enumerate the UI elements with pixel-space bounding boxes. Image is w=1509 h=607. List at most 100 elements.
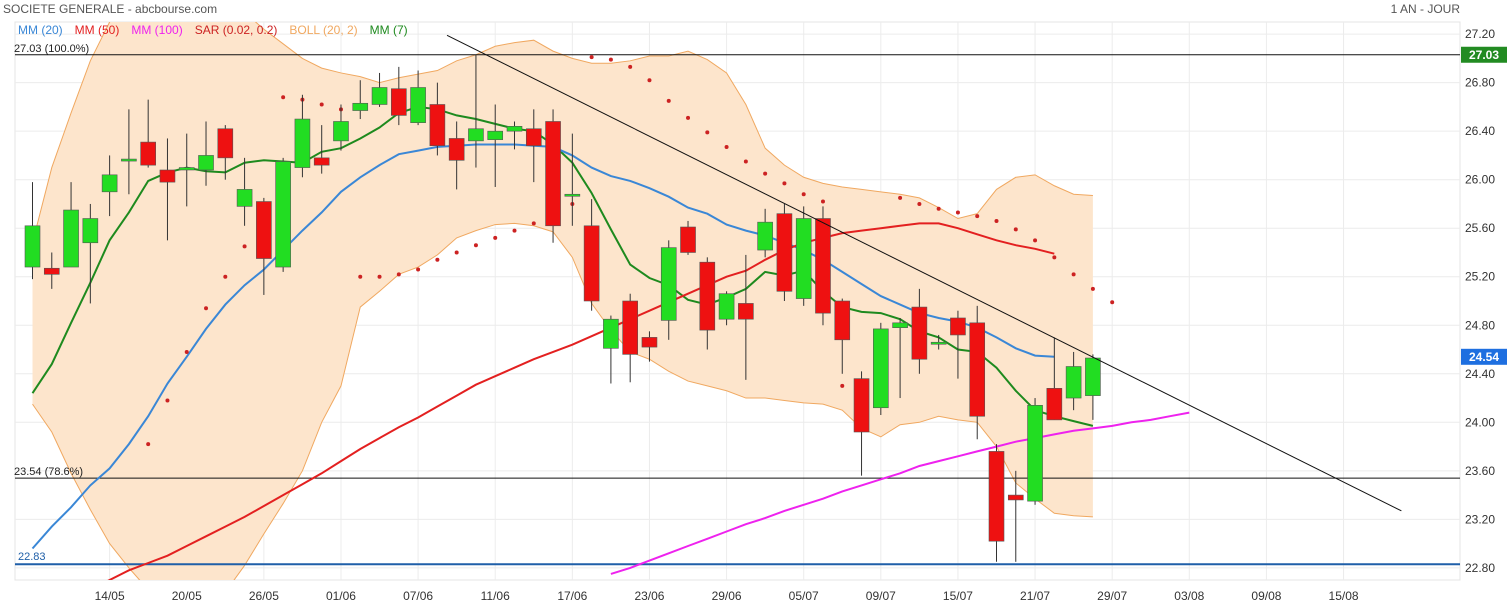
candle-down [776,213,793,292]
candle-up [63,209,79,268]
x-tick-label: 05/07 [789,589,819,603]
x-tick-label: 29/07 [1097,589,1127,603]
candle-down [1046,388,1063,421]
sar-dot [898,195,903,200]
candlesticks [24,54,1101,562]
candle-up [198,155,214,171]
candle-down [448,138,465,161]
sar-dot [647,78,652,83]
x-tick-label: 26/05 [249,589,279,603]
candle-down [853,378,870,433]
sar-dot [1033,238,1038,243]
price-badge [1461,348,1507,365]
x-tick-label: 09/07 [866,589,896,603]
price-badge-label: 24.54 [1469,350,1499,364]
fibonacci-label: 27.03 (100.0%) [14,43,89,55]
period-label[interactable]: 1 AN - JOUR [1391,2,1461,16]
candle-up [178,167,195,171]
candle-up [468,128,484,142]
candle-down [950,317,966,336]
x-tick-label: 23/06 [634,589,664,603]
candle-down [217,128,234,159]
sar-dot [416,267,421,272]
sar-dot [763,171,768,176]
sar-dot [820,199,825,204]
sar-dot [975,214,980,219]
x-tick-label: 11/06 [481,589,510,603]
moving-average-line [610,411,1190,575]
y-tick-label: 26.00 [1465,173,1495,187]
x-tick-label: 07/06 [403,589,433,603]
sar-dot [801,192,806,197]
sar-dot [1071,272,1076,277]
x-tick-label: 03/08 [1174,589,1204,603]
legend-item: SAR (0.02, 0.2) [195,23,278,37]
candle-down [583,225,600,302]
candle-up [101,174,118,193]
sar-dot [686,115,691,120]
chart-title: SOCIETE GENERALE - abcbourse.com [3,2,217,16]
bollinger-band [32,22,1093,580]
candle-up [930,341,947,345]
candle-down [641,337,658,348]
candle-up [294,118,311,168]
sar-dot [936,206,941,211]
legend-item: MM (100) [131,23,182,37]
candle-down [140,141,156,166]
candle-up [506,126,523,132]
sar-dot [1110,300,1115,305]
candle-down [834,300,851,341]
candle-up [718,293,735,320]
x-tick-label: 01/06 [326,589,356,603]
sar-dot [512,228,517,233]
x-tick-label: 15/07 [943,589,973,603]
sar-dot [608,57,613,62]
resistance-trendline [446,34,1402,512]
fibonacci-label: 23.54 (78.6%) [14,466,83,478]
trendline [446,34,1402,512]
candle-up [121,158,137,162]
candle-down [699,261,716,331]
candle-up [1065,366,1082,399]
candle-down [525,128,542,147]
support-label: 22.83 [18,551,46,563]
sar-dot [628,64,633,69]
candle-down [256,201,272,259]
candle-down [1007,494,1024,501]
candle-up [757,221,773,251]
sar-dot [396,272,401,277]
candle-down [969,322,986,417]
y-tick-label: 27.20 [1465,27,1495,41]
sar-dot [165,398,170,403]
candle-down [429,104,446,147]
sar-dot [454,250,459,255]
candle-up [873,328,889,409]
candle-up [236,189,253,207]
legend-item: MM (50) [75,23,120,37]
sar-dot [223,274,228,279]
candle-down [988,451,1005,542]
sar-dot [184,349,189,354]
legend-item: MM (20) [18,23,63,37]
sar-dot [589,55,594,60]
x-tick-label: 17/06 [557,589,587,603]
bollinger-lower [32,222,1093,580]
candle-up [371,87,388,105]
sar-dot [493,235,498,240]
sar-dot [1013,227,1018,232]
y-tick-label: 24.00 [1465,415,1495,429]
candle-down [545,121,561,227]
candle-down [680,226,696,253]
candle-up [795,218,812,299]
candle-up [603,318,619,349]
candle-down [159,169,176,183]
y-tick-label: 22.80 [1465,561,1495,575]
y-tick-label: 26.40 [1465,124,1495,138]
candle-down [815,218,831,314]
sar-dot [281,95,286,100]
sar-dot [358,274,363,279]
candle-up [487,130,504,140]
x-tick-label: 09/08 [1251,589,1281,603]
plot-border [14,21,1461,581]
y-tick-label: 23.60 [1465,464,1495,478]
